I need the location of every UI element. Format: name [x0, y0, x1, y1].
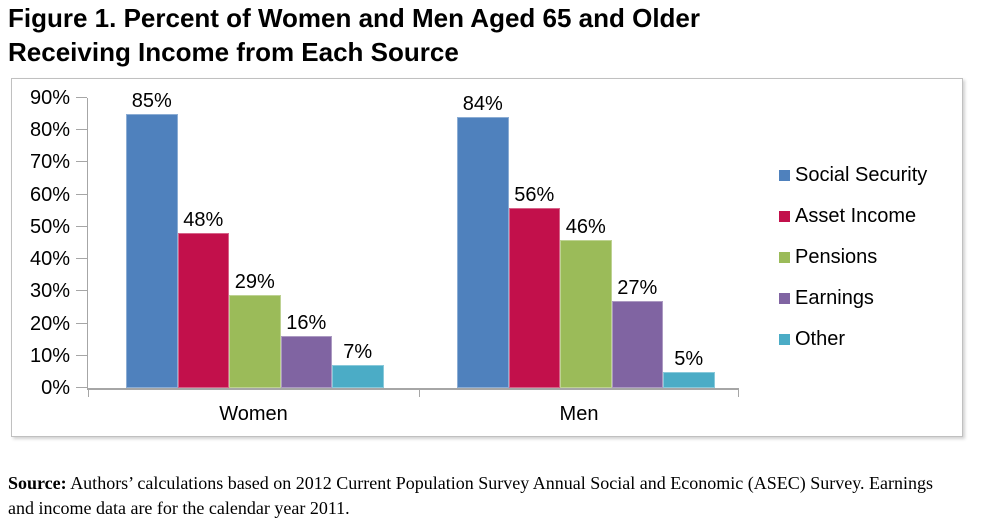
y-axis-tick-mark — [76, 290, 87, 292]
bar-group: 84% 56% 46% 27% 5% — [457, 93, 715, 388]
source-text: Authors’ calculations based on 2012 Curr… — [8, 473, 934, 518]
bar-value-label: 46% — [565, 215, 606, 238]
bar-column: 85% — [126, 90, 178, 388]
bar — [560, 239, 612, 388]
y-axis-tick-mark — [76, 225, 87, 227]
figure-title-line1: Figure 1. Percent of Women and Men Aged … — [8, 3, 701, 33]
y-axis-tick-label: 30% — [29, 280, 70, 303]
legend-item: Earnings — [779, 287, 927, 309]
bar-value-label: 7% — [343, 341, 373, 364]
y-axis-tick-mark — [76, 258, 87, 260]
source-label: Source: — [8, 473, 67, 493]
y-axis-tick-label: 70% — [29, 151, 70, 174]
bar-group: 85% 48% 29% 16% 7% — [126, 90, 384, 388]
bar — [457, 117, 509, 388]
bar — [126, 114, 178, 388]
figure-title-line2: Receiving Income from Each Source — [8, 37, 459, 67]
legend-swatch — [779, 252, 790, 263]
legend-item: Asset Income — [779, 205, 927, 227]
bar-column: 16% — [280, 312, 332, 388]
bar-column: 46% — [560, 216, 612, 388]
legend-swatch — [779, 170, 790, 181]
category-tick — [88, 390, 89, 397]
bar-value-label: 16% — [286, 312, 327, 335]
y-axis-tick-mark — [76, 97, 87, 98]
bar — [663, 371, 715, 388]
legend-item: Other — [779, 328, 927, 350]
bar-column: 29% — [229, 271, 281, 388]
legend-label: Earnings — [795, 287, 874, 309]
bar-value-label: 29% — [234, 270, 275, 293]
y-axis-tick-mark — [76, 161, 87, 163]
bar-value-label: 84% — [462, 93, 503, 116]
legend-label: Social Security — [795, 164, 928, 186]
bar-column: 5% — [663, 348, 715, 388]
y-axis-tick-label: 10% — [29, 344, 70, 367]
legend-swatch — [779, 293, 790, 304]
bar — [508, 207, 560, 388]
bar-value-label: 85% — [131, 90, 172, 113]
legend-swatch — [779, 211, 790, 222]
y-axis-tick-label: 0% — [41, 377, 70, 399]
y-axis-tick-mark — [76, 322, 87, 324]
category-label: Women — [219, 403, 288, 425]
bar-value-label: 48% — [183, 209, 224, 232]
y-axis-tick-mark — [76, 129, 87, 131]
chart-frame: 0% 10% 20% 30% 40% 50% 60% 70% 80% 90% Women 85% 48%… — [11, 78, 963, 437]
legend-swatch — [779, 334, 790, 345]
y-axis-tick-label: 80% — [29, 119, 70, 142]
source-note: Source: Authors’ calculations based on 2… — [8, 471, 960, 521]
legend-label: Asset Income — [795, 205, 917, 227]
plot-area: 0% 10% 20% 30% 40% 50% 60% 70% 80% 90% Women 85% 48%… — [30, 87, 739, 425]
bar — [280, 336, 332, 388]
y-axis-tick-label: 40% — [29, 248, 70, 271]
bar — [229, 294, 281, 388]
y-axis-tick-mark — [76, 354, 87, 356]
y-axis-tick-mark — [76, 387, 87, 388]
legend-item: Pensions — [779, 246, 927, 268]
bar-value-label: 5% — [674, 347, 704, 370]
bar — [611, 301, 663, 388]
legend-label: Other — [795, 328, 846, 350]
bar-value-label: 56% — [514, 183, 555, 206]
bar-value-label: 27% — [617, 277, 658, 299]
y-axis-tick-label: 50% — [29, 215, 70, 238]
legend-label: Pensions — [795, 246, 878, 268]
y-axis-tick-label: 90% — [29, 87, 70, 109]
category-tick — [419, 390, 420, 397]
legend-item: Social Security — [779, 164, 928, 186]
bar-column: 56% — [508, 183, 560, 388]
figure-title: Figure 1. Percent of Women and Men Aged … — [8, 1, 700, 69]
category-label: Men — [559, 403, 599, 425]
category-tick — [738, 390, 739, 397]
y-axis-tick-label: 20% — [29, 312, 70, 335]
bar-column: 7% — [332, 341, 384, 388]
bar-column: 27% — [611, 277, 663, 388]
legend: Social Security Asset Income Pensions Earni… — [779, 164, 928, 370]
bar-column: 84% — [457, 93, 509, 388]
bar-column: 48% — [177, 209, 229, 388]
y-axis-tick-label: 60% — [29, 183, 70, 206]
y-axis-tick-mark — [76, 193, 87, 195]
bar — [332, 365, 384, 388]
bar — [177, 233, 229, 388]
